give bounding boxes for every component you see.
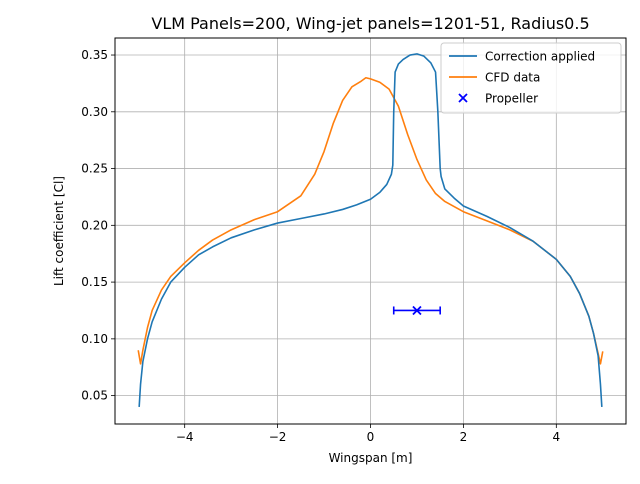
legend: Correction applied CFD data Propeller (440, 42, 622, 114)
series-line-correction-applied (138, 53, 603, 408)
y-axis-label: Lift coefficient [Cl] (52, 176, 66, 286)
y-tick-label: 0.05 (81, 389, 108, 403)
x-axis-label: Wingspan [m] (329, 451, 413, 465)
plot-area (137, 53, 604, 408)
legend-label-cfd-data: CFD data (485, 71, 540, 85)
y-tick-label: 0.30 (81, 105, 108, 119)
y-tick-label: 0.35 (81, 48, 108, 62)
propeller-x-marker (412, 305, 422, 316)
y-tick-label: 0.10 (81, 332, 108, 346)
y-tick-label: 0.15 (81, 275, 108, 289)
legend-box (440, 42, 622, 114)
legend-label-correction-applied: Correction applied (485, 50, 595, 64)
y-tick-label: 0.25 (81, 162, 108, 176)
propeller-marker (392, 305, 441, 316)
x-axis-ticks: −4 −2 0 2 4 (176, 424, 560, 444)
legend-item-cfd-data: CFD data (449, 71, 540, 85)
x-tick-label: −2 (269, 430, 287, 444)
y-axis-ticks: 0.05 0.10 0.15 0.20 0.25 0.30 0.35 (81, 48, 115, 403)
legend-item-propeller: Propeller (458, 92, 538, 106)
x-tick-label: −4 (176, 430, 194, 444)
x-tick-label: 2 (460, 430, 468, 444)
y-tick-label: 0.20 (81, 218, 108, 232)
chart-title: VLM Panels=200, Wing-jet panels=1201-51,… (151, 14, 589, 33)
legend-swatch-propeller (458, 93, 468, 103)
legend-label-propeller: Propeller (485, 92, 538, 106)
legend-item-correction-applied: Correction applied (449, 50, 595, 64)
x-tick-label: 4 (552, 430, 560, 444)
x-tick-label: 0 (367, 430, 375, 444)
